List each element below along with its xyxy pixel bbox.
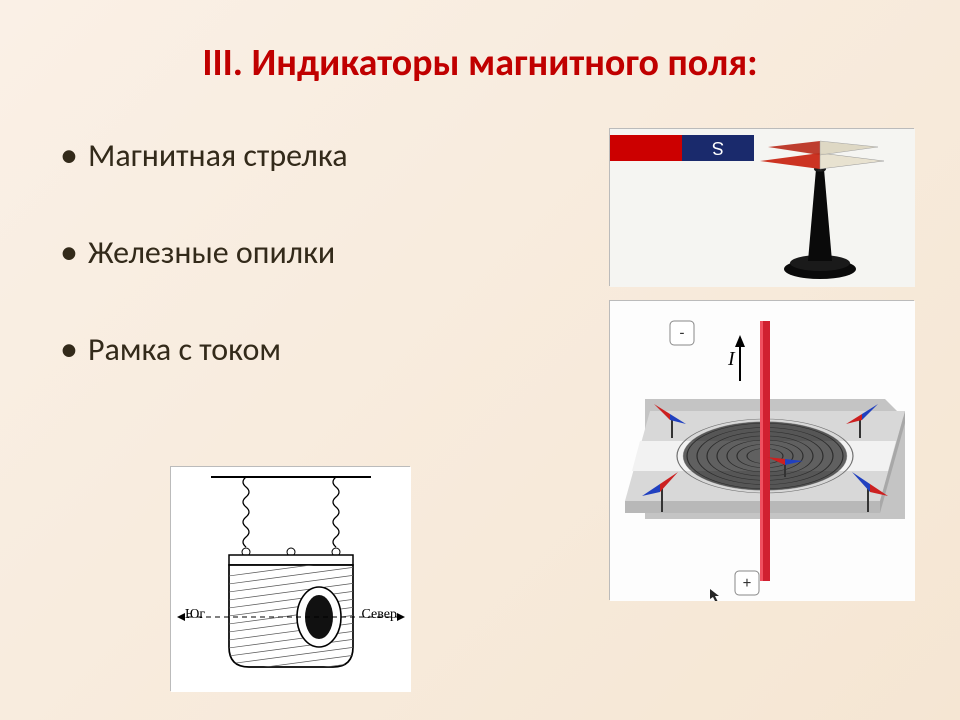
magnet-s-label: S <box>712 138 724 158</box>
slide: III. Индикаторы магнитного поля: Магнитн… <box>0 0 960 720</box>
current-coil-image: Юг Север <box>170 466 410 691</box>
coil-north-label: Север <box>362 607 397 623</box>
minus-label: - <box>680 324 685 343</box>
coil-svg <box>171 467 411 692</box>
coil-south-label: Юг <box>185 607 205 623</box>
slide-title: III. Индикаторы магнитного поля: <box>50 40 910 86</box>
current-label: I <box>727 348 736 370</box>
compass-needle-image: S <box>609 128 914 286</box>
iron-filings-image: I <box>609 300 914 600</box>
plus-label: + <box>743 574 751 593</box>
field-svg: I <box>610 301 915 601</box>
compass-svg: S <box>610 129 915 287</box>
